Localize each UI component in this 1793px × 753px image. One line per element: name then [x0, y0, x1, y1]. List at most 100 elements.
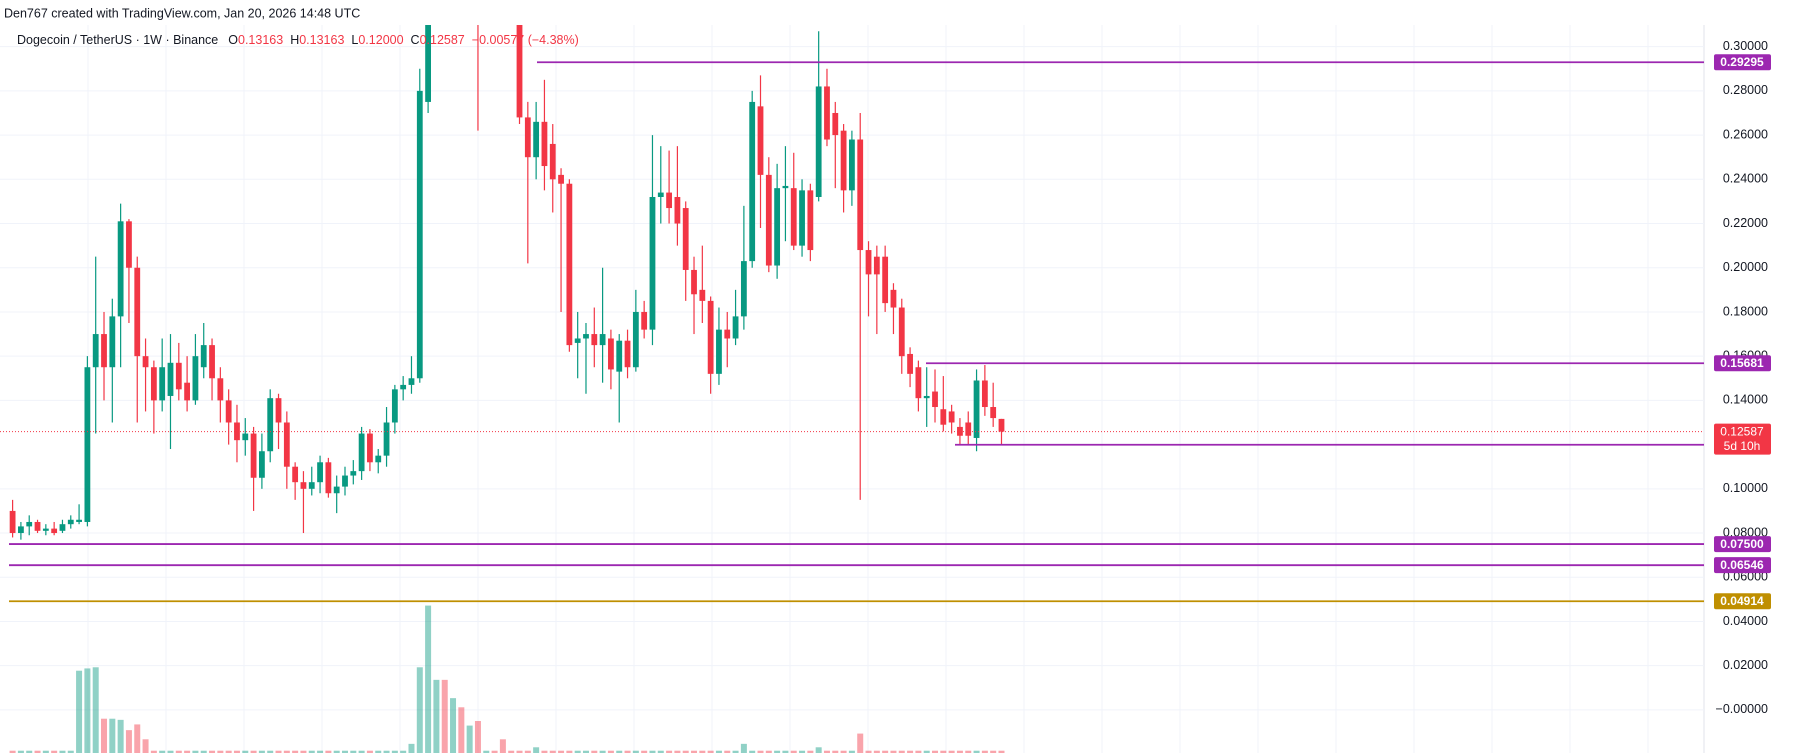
volume-bar	[508, 750, 515, 753]
volume-bar	[109, 718, 116, 753]
volume-bar	[483, 750, 490, 753]
candle-body	[342, 475, 348, 487]
candle-body	[940, 409, 947, 425]
volume-bar	[51, 750, 58, 753]
level-label-box	[1714, 54, 1771, 71]
y-tick-label: −0.00000	[1716, 702, 1769, 716]
candle-body	[200, 345, 207, 368]
volume-bar	[383, 750, 390, 753]
volume-bar	[258, 750, 265, 753]
y-tick-label: 0.26000	[1723, 127, 1768, 141]
candle-body	[749, 101, 756, 262]
candle-body	[76, 519, 82, 522]
volume-bar	[898, 750, 905, 753]
candle-body	[707, 300, 714, 374]
candle-body	[34, 521, 41, 531]
candle-body	[9, 510, 16, 534]
candle-body	[824, 86, 830, 140]
volume-bar	[857, 733, 864, 753]
volume-bar	[732, 750, 739, 753]
volume-bar	[217, 750, 224, 753]
level-label: 0.07500	[1720, 537, 1764, 551]
volume-bar	[799, 750, 806, 753]
candle-body	[682, 208, 689, 270]
candle-body	[973, 380, 980, 438]
volume-bar	[848, 750, 855, 753]
volume-bar	[566, 750, 573, 753]
volume-bar	[790, 750, 797, 753]
level-label-box	[1714, 355, 1771, 372]
volume-bar	[175, 750, 182, 753]
volume-bar	[757, 750, 764, 753]
volume-bar	[973, 750, 980, 753]
candle-body	[765, 174, 772, 266]
volume-bar	[150, 750, 157, 753]
candle-body	[42, 528, 49, 531]
volume-bar	[832, 750, 839, 753]
candle-body	[175, 362, 182, 390]
volume-bar	[184, 750, 191, 753]
level-label-box	[1714, 593, 1771, 610]
candle-body	[757, 106, 764, 175]
volume-bar	[225, 750, 232, 753]
candle-body	[558, 174, 564, 184]
volume-bar	[17, 750, 24, 753]
volume-bar	[142, 739, 149, 753]
volume-bar	[574, 750, 581, 753]
candle-body	[807, 190, 814, 251]
candle-body	[990, 407, 997, 419]
candle-body	[308, 482, 315, 489]
volume-bar	[275, 750, 282, 753]
y-tick-label: 0.08000	[1723, 525, 1768, 539]
volume-bar	[400, 750, 407, 753]
ohlc-key: L	[351, 33, 358, 47]
volume-bar	[657, 750, 664, 753]
candle-body	[67, 519, 74, 525]
volume-bar	[317, 750, 324, 753]
candle-body	[150, 367, 157, 401]
candle-body	[259, 451, 265, 478]
candle-body	[923, 395, 930, 399]
volume-bar	[450, 698, 457, 753]
y-tick-label: 0.18000	[1723, 304, 1768, 318]
candle-body	[849, 139, 855, 191]
candle-body	[350, 471, 357, 476]
volume-bar	[499, 739, 506, 753]
candle-body	[541, 121, 548, 167]
candle-body	[184, 382, 191, 401]
volume-bar	[749, 750, 756, 753]
candle-body	[126, 221, 132, 268]
volume-bar	[342, 750, 348, 753]
volume-bar	[948, 750, 955, 753]
candle-body	[317, 462, 323, 483]
volume-bar	[607, 750, 614, 753]
credit: Den767 created with TradingView.com, Jan…	[4, 6, 360, 20]
candle-body	[242, 433, 249, 441]
ohlc-key: C	[411, 33, 420, 47]
volume-bar	[998, 750, 1005, 753]
candle-body	[591, 334, 598, 346]
volume-bar	[42, 750, 49, 753]
candle-body	[400, 384, 407, 390]
volume-bar	[624, 750, 631, 753]
volume-bar	[649, 750, 656, 753]
volume-bar	[491, 750, 498, 753]
candle-body	[234, 422, 240, 441]
volume-bar	[915, 750, 922, 753]
candle-body	[932, 391, 938, 408]
candle-body	[533, 121, 540, 158]
volume-bar	[200, 750, 207, 753]
volume-bar	[823, 750, 830, 753]
candle-body	[109, 316, 116, 368]
volume-bar	[267, 750, 274, 753]
y-tick-label: 0.02000	[1723, 658, 1768, 672]
candle-body	[649, 196, 656, 330]
volume-bar	[715, 750, 722, 753]
volume-bar	[192, 750, 199, 753]
candle-body	[957, 426, 963, 436]
volume-bar	[375, 750, 382, 753]
level-label: 0.29295	[1720, 55, 1764, 69]
candle-body	[948, 411, 955, 423]
y-tick-label: 0.04000	[1723, 614, 1768, 628]
